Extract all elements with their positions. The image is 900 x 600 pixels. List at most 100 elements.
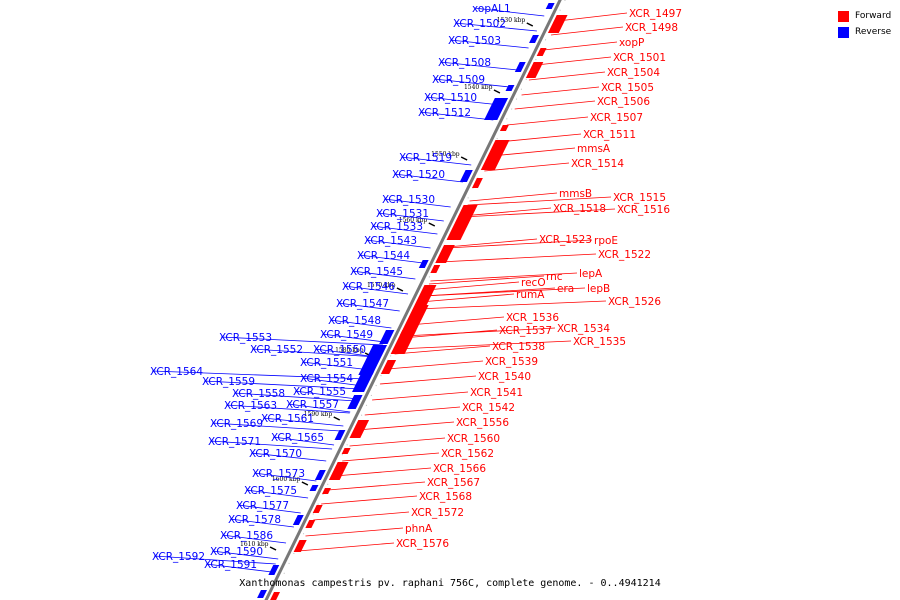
forward-gene-block <box>270 592 281 600</box>
forward-gene-label-leader <box>430 272 578 282</box>
forward-gene-label: XCR_1542 <box>462 402 515 414</box>
forward-gene-label: XCR_1522 <box>598 249 651 261</box>
legend-reverse-label: Reverse <box>855 27 892 37</box>
forward-gene-label: mmsA <box>577 143 611 155</box>
forward-gene-label-leader <box>521 86 600 96</box>
forward-gene-label: XCR_1576 <box>396 538 449 550</box>
forward-gene-block <box>414 285 437 305</box>
reverse-gene-block <box>358 345 388 375</box>
forward-gene-block <box>446 205 478 240</box>
forward-gene-label: XCR_1540 <box>478 371 531 383</box>
reverse-gene-label: XCR_1590 <box>210 546 263 558</box>
reverse-gene-label-leader <box>205 563 272 573</box>
forward-gene-block <box>499 125 509 131</box>
reverse-gene-block <box>459 170 473 182</box>
forward-gene-label: recO <box>521 277 546 289</box>
forward-gene-label-leader <box>394 345 491 355</box>
reverse-gene-label-leader <box>245 489 309 499</box>
reverse-gene-label: XCR_1544 <box>357 250 410 262</box>
forward-gene-label: XCR_1497 <box>629 8 682 20</box>
scale-tick-label: 1600 kbp <box>272 476 301 483</box>
reverse-gene-label: xopAL1 <box>472 3 511 15</box>
forward-gene-label-leader <box>467 196 612 206</box>
scale-tick-label: 1530 kbp <box>497 17 526 24</box>
forward-gene-label: lepA <box>579 268 603 280</box>
forward-gene-label-leader <box>461 208 616 218</box>
forward-gene-label-leader <box>387 360 484 370</box>
reverse-gene-block <box>514 62 526 72</box>
reverse-gene-label-leader <box>449 39 529 49</box>
forward-gene-block <box>471 178 483 188</box>
reverse-gene-label-leader <box>343 285 409 295</box>
reverse-gene-label-leader <box>209 440 333 450</box>
reverse-gene-label-leader <box>329 319 392 329</box>
forward-gene-label: XCR_1505 <box>601 82 654 94</box>
reverse-gene-label-leader <box>393 173 463 183</box>
forward-gene-label: XCR_1504 <box>607 67 660 79</box>
forward-gene-label-leader <box>342 452 440 462</box>
scale-tick-label: 1570 kbp <box>367 282 396 289</box>
reverse-gene-label-leader <box>473 7 545 17</box>
forward-gene-label: XCR_1541 <box>470 387 523 399</box>
scale-tick-label: 1560 kbp <box>399 217 428 224</box>
forward-gene-label-leader <box>321 495 418 505</box>
gene-labels: xopAL1XCR_1502XCR_1503XCR_1508XCR_1509XC… <box>150 3 682 573</box>
reverse-gene-label: XCR_1545 <box>350 266 403 278</box>
forward-gene-label: XCR_1536 <box>506 312 559 324</box>
reverse-gene-label-leader <box>301 361 371 371</box>
reverse-gene-label: XCR_1575 <box>244 485 297 497</box>
reverse-gene-label: XCR_1573 <box>252 468 305 480</box>
reverse-gene-label: XCR_1554 <box>300 373 353 385</box>
forward-gene-label-leader <box>420 293 515 303</box>
reverse-gene-label-leader <box>371 225 438 235</box>
scale-tick-label: 1550 kbp <box>431 151 460 158</box>
reverse-gene-label-leader <box>337 302 400 312</box>
forward-gene-label-leader <box>349 437 446 447</box>
reverse-gene-label-leader <box>211 422 341 432</box>
forward-gene-block <box>547 15 568 33</box>
forward-gene-label-leader <box>528 71 606 81</box>
forward-gene-block <box>328 462 349 480</box>
reverse-gene-label-leader <box>272 436 335 446</box>
reverse-gene-label: XCR_1569 <box>210 418 263 430</box>
reverse-gene-block <box>334 430 346 440</box>
forward-gene-label-leader <box>439 253 597 263</box>
reverse-gene-label: XCR_1563 <box>224 400 277 412</box>
forward-gene-block <box>399 305 429 335</box>
forward-gene-block <box>341 448 351 454</box>
reverse-gene-label-leader <box>294 390 357 400</box>
forward-gene-label: XCR_1507 <box>590 112 643 124</box>
forward-gene-label: XCR_1538 <box>492 341 545 353</box>
reverse-gene-block <box>379 330 395 344</box>
scale-tick-label: 1610 kbp <box>240 541 269 548</box>
reverse-gene-label-leader <box>203 380 362 390</box>
reverse-gene-block <box>314 470 326 480</box>
forward-gene-label-leader <box>357 421 455 431</box>
reverse-gene-label-leader <box>253 472 317 482</box>
forward-gene-label-leader <box>372 391 469 401</box>
reverse-gene-label-leader <box>377 212 444 222</box>
reverse-gene-block <box>529 35 539 43</box>
reverse-gene-block <box>309 485 319 491</box>
backbone-line <box>264 0 562 600</box>
forward-gene-label: XCR_1516 <box>617 204 670 216</box>
scale-tick-mark <box>493 89 501 94</box>
reverse-gene-label-leader <box>400 156 472 166</box>
reverse-gene-label-leader <box>151 370 367 380</box>
reverse-gene-block <box>484 98 509 120</box>
forward-gene-label-leader <box>379 375 477 385</box>
reverse-gene-label-leader <box>439 61 518 71</box>
forward-gene-label: rumA <box>516 289 545 301</box>
reverse-gene-label-leader <box>225 404 350 414</box>
scale-tick-label: 1580 kbp <box>335 347 364 354</box>
reverse-gene-label: XCR_1530 <box>382 194 435 206</box>
reverse-gene-label: XCR_1550 <box>313 344 366 356</box>
legend-reverse: Reverse <box>838 24 891 40</box>
reverse-gene-label: XCR_1571 <box>208 436 261 448</box>
forward-gene-block <box>480 140 510 170</box>
forward-gene-label: XCR_1539 <box>485 356 538 368</box>
scale-tick-mark <box>269 546 277 551</box>
reverse-gene-label-leader <box>229 518 294 528</box>
forward-gene-label: xopP <box>619 37 644 49</box>
legend-forward: Forward <box>838 8 891 24</box>
